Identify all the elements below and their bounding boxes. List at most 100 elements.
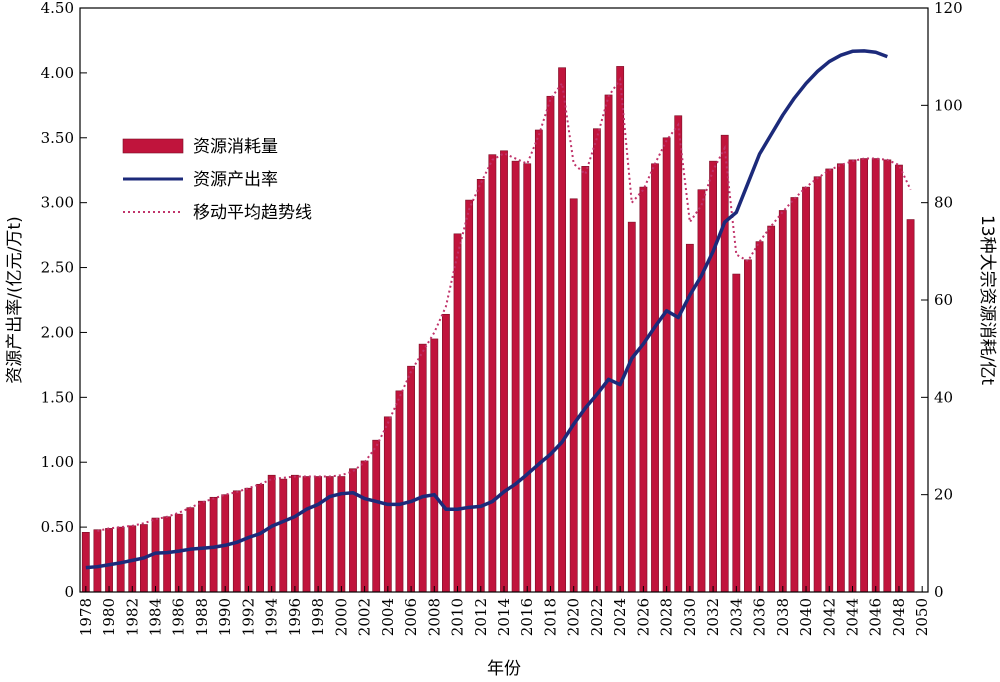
consumption-bar-2023 [604, 94, 613, 593]
x-axis-title: 年份 [487, 659, 521, 679]
consumption-bar-2033 [720, 134, 729, 593]
left-y-tick-label: 4.00 [41, 64, 74, 82]
x-tick-label: 1984 [147, 598, 165, 636]
x-tick-label: 2024 [611, 598, 629, 636]
x-tick-label: 1996 [286, 598, 304, 636]
consumption-bar-1999 [325, 476, 334, 593]
consumption-bar-2037 [767, 225, 776, 593]
x-tick-label: 2022 [588, 598, 606, 636]
consumption-bar-2020 [569, 198, 578, 593]
right-y-tick-label: 40 [934, 388, 953, 406]
consumption-bar-2008 [430, 338, 439, 593]
consumption-bar-2015 [511, 160, 520, 593]
x-tick-label: 2028 [658, 598, 676, 636]
x-tick-label: 2032 [704, 598, 722, 636]
x-tick-label: 2036 [751, 598, 769, 636]
x-tick-label: 2010 [449, 598, 467, 636]
consumption-bar-2044 [848, 159, 857, 593]
right-y-tick-label: 0 [934, 583, 944, 601]
consumption-bar-1978 [81, 531, 90, 593]
left-y-tick-label: 3.00 [41, 194, 74, 212]
consumption-bar-1994 [267, 474, 276, 593]
consumption-bar-2035 [744, 259, 752, 593]
consumption-bar-2026 [639, 186, 648, 593]
consumption-bar-2034 [732, 273, 741, 593]
moving-average-line [97, 76, 912, 532]
consumption-bar-1989 [209, 496, 218, 593]
consumption-bar-2024 [616, 66, 625, 593]
left-y-tick-label: 4.50 [41, 0, 74, 17]
x-tick-label: 1994 [263, 598, 281, 636]
consumption-bar-2046 [871, 158, 880, 593]
right-y-tick-label: 100 [934, 96, 963, 114]
x-tick-label: 2012 [472, 598, 490, 636]
x-tick-label: 2020 [565, 598, 583, 636]
x-tick-label: 1986 [170, 598, 188, 636]
legend-label: 资源产出率 [193, 170, 278, 190]
x-tick-label: 2018 [541, 598, 559, 636]
left-y-tick-label: 1.50 [41, 388, 74, 406]
x-tick-label: 2030 [681, 598, 699, 636]
x-tick-label: 1980 [100, 598, 118, 636]
x-tick-label: 2038 [774, 598, 792, 636]
left-y-tick-label: 0.50 [41, 518, 74, 536]
consumption-bar-2031 [697, 189, 706, 593]
x-tick-label: 1998 [309, 598, 327, 636]
right-y-tick-label: 80 [934, 194, 953, 212]
consumption-bar-2041 [813, 176, 822, 593]
x-tick-label: 2006 [402, 598, 420, 636]
right-y-tick-label: 20 [934, 486, 953, 504]
consumption-bar-1995 [279, 478, 288, 593]
consumption-bar-2043 [836, 163, 845, 593]
x-tick-label: 2002 [356, 598, 374, 636]
consumption-bar-2012 [476, 179, 485, 593]
x-tick-label: 1990 [216, 598, 234, 636]
x-tick-label: 2008 [425, 598, 443, 636]
consumption-bar-2013 [488, 154, 497, 593]
legend-label: 资源消耗量 [193, 137, 278, 157]
consumption-bar-2014 [500, 150, 508, 593]
x-tick-label: 2014 [495, 598, 513, 636]
x-tick-label: 1982 [123, 598, 141, 636]
consumption-bar-2029 [674, 115, 683, 593]
consumption-bar-2042 [825, 168, 834, 593]
x-tick-label: 2046 [867, 598, 885, 636]
x-tick-label: 2050 [913, 598, 931, 636]
consumption-bar-2001 [349, 468, 357, 593]
consumption-bar-2007 [418, 343, 427, 593]
legend-bar-swatch [122, 138, 184, 154]
consumption-bar-2027 [651, 163, 659, 593]
x-tick-label: 2040 [797, 598, 815, 636]
consumption-bar-1996 [290, 474, 299, 593]
consumption-bar-2036 [755, 241, 764, 593]
consumption-bar-2045 [860, 158, 869, 593]
consumption-bar-1980 [105, 528, 113, 593]
consumption-bar-1981 [116, 526, 125, 593]
x-tick-label: 2034 [727, 598, 745, 636]
consumption-bar-2009 [442, 313, 450, 593]
left-y-tick-label: 2.50 [41, 259, 74, 277]
consumption-bar-2019 [558, 67, 566, 593]
consumption-bar-2016 [523, 163, 532, 593]
consumption-bar-2047 [883, 159, 892, 593]
consumption-bar-2040 [802, 186, 810, 593]
consumption-bar-2006 [407, 365, 415, 593]
consumption-bar-1979 [93, 529, 102, 593]
x-tick-label: 2016 [518, 598, 536, 636]
left-y-tick-label: 2.00 [41, 323, 74, 341]
consumption-bar-2017 [534, 129, 543, 593]
x-tick-label: 2044 [843, 598, 861, 636]
consumption-bar-1998 [314, 476, 323, 593]
consumption-bar-1997 [302, 476, 311, 593]
consumption-bar-2038 [778, 210, 787, 593]
consumption-bars [81, 66, 915, 593]
x-tick-label: 1992 [239, 598, 257, 636]
legend-label: 移动平均趋势线 [193, 203, 312, 223]
x-tick-label: 2026 [634, 598, 652, 636]
consumption-bar-2021 [581, 166, 590, 593]
consumption-bar-2003 [372, 439, 381, 593]
x-tick-label: 1988 [193, 598, 211, 636]
x-tick-label: 2042 [820, 598, 838, 636]
consumption-bar-1993 [256, 483, 264, 593]
